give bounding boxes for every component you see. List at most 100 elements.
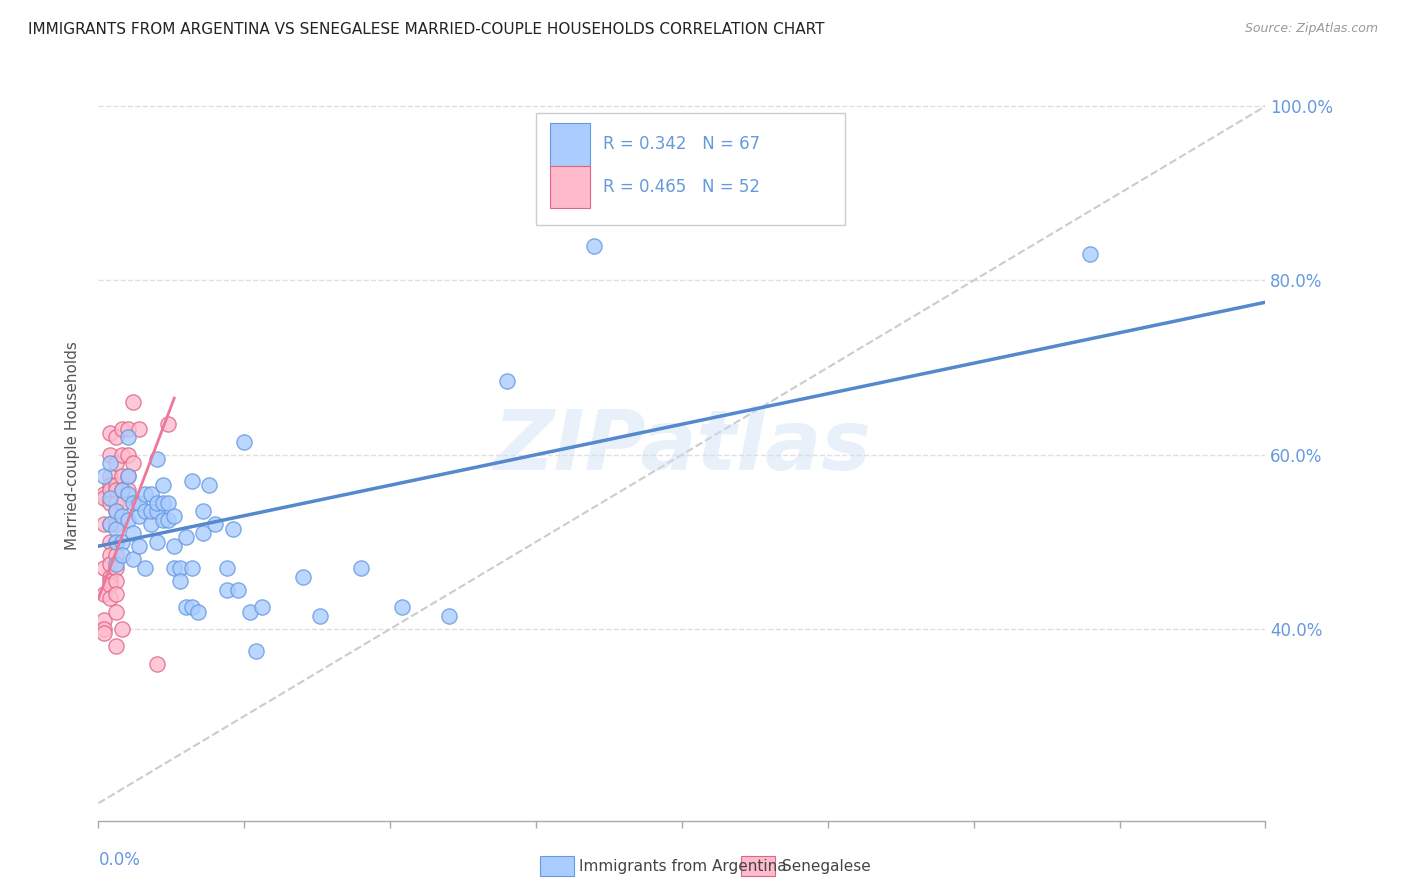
Point <box>583 238 606 252</box>
Text: R = 0.465   N = 52: R = 0.465 N = 52 <box>603 178 759 196</box>
Point <box>128 495 150 509</box>
Point <box>98 574 121 588</box>
Text: Immigrants from Argentina: Immigrants from Argentina <box>579 859 787 873</box>
Point <box>104 457 127 471</box>
Point <box>104 574 127 588</box>
Point <box>163 539 186 553</box>
Text: Senegalese: Senegalese <box>782 859 870 873</box>
Point <box>104 478 127 492</box>
Point <box>169 561 191 575</box>
Point <box>98 457 121 471</box>
Point <box>291 570 314 584</box>
Point <box>174 531 197 545</box>
Point <box>134 487 156 501</box>
Point <box>163 561 186 575</box>
Point <box>98 425 121 440</box>
Point <box>104 430 127 444</box>
Point <box>146 495 169 509</box>
Point <box>98 517 121 532</box>
Point <box>93 587 115 601</box>
Point <box>122 395 145 409</box>
Point <box>111 448 134 462</box>
Point <box>146 504 169 518</box>
Point <box>1080 247 1102 261</box>
Point <box>104 605 127 619</box>
Point <box>134 561 156 575</box>
Point <box>104 534 127 549</box>
FancyBboxPatch shape <box>536 112 845 225</box>
Point <box>221 522 243 536</box>
Point <box>111 421 134 435</box>
Point <box>93 491 115 506</box>
Point <box>139 517 162 532</box>
Point <box>152 513 174 527</box>
Point <box>117 430 139 444</box>
Point <box>104 522 127 536</box>
Point <box>117 513 139 527</box>
Point <box>98 591 121 606</box>
Point <box>98 469 121 483</box>
Y-axis label: Married-couple Households: Married-couple Households <box>65 342 80 550</box>
Point <box>117 448 139 462</box>
Point <box>98 548 121 562</box>
Point <box>198 478 221 492</box>
Text: 0.0%: 0.0% <box>98 851 141 869</box>
Point <box>104 548 127 562</box>
Point <box>122 457 145 471</box>
Point <box>146 534 169 549</box>
Point <box>98 483 121 497</box>
Point <box>152 478 174 492</box>
Point <box>146 657 169 671</box>
Point <box>104 504 127 518</box>
Point <box>496 374 519 388</box>
Point <box>174 600 197 615</box>
Point <box>111 534 134 549</box>
Point <box>104 640 127 654</box>
Point <box>215 582 238 597</box>
Point <box>122 552 145 566</box>
Point <box>233 434 256 449</box>
Point <box>117 483 139 497</box>
Point <box>111 483 134 497</box>
Point <box>122 526 145 541</box>
Text: IMMIGRANTS FROM ARGENTINA VS SENEGALESE MARRIED-COUPLE HOUSEHOLDS CORRELATION CH: IMMIGRANTS FROM ARGENTINA VS SENEGALESE … <box>28 22 825 37</box>
Point <box>163 508 186 523</box>
Point <box>128 508 150 523</box>
Point <box>104 483 127 497</box>
Point <box>98 534 121 549</box>
Point <box>104 587 127 601</box>
Text: R = 0.342   N = 67: R = 0.342 N = 67 <box>603 136 759 153</box>
Point <box>117 469 139 483</box>
Point <box>104 504 127 518</box>
FancyBboxPatch shape <box>550 123 589 166</box>
Point <box>134 504 156 518</box>
Point <box>157 417 180 432</box>
Point <box>93 626 115 640</box>
Point <box>117 487 139 501</box>
Point <box>187 605 209 619</box>
Point <box>98 491 121 506</box>
Point <box>111 495 134 509</box>
Point <box>122 495 145 509</box>
Point <box>437 608 460 623</box>
Point <box>111 622 134 636</box>
Point <box>104 517 127 532</box>
Point <box>157 513 180 527</box>
Point <box>228 582 250 597</box>
Point <box>180 561 202 575</box>
Point <box>93 561 115 575</box>
Point <box>146 452 169 467</box>
Point <box>139 504 162 518</box>
Point <box>93 469 115 483</box>
Point <box>93 613 115 627</box>
Point <box>111 548 134 562</box>
Point <box>98 570 121 584</box>
Point <box>98 517 121 532</box>
Point <box>245 644 267 658</box>
Text: Source: ZipAtlas.com: Source: ZipAtlas.com <box>1244 22 1378 36</box>
Point <box>139 487 162 501</box>
Point <box>98 478 121 492</box>
Point <box>128 421 150 435</box>
Point <box>180 474 202 488</box>
Point <box>180 600 202 615</box>
